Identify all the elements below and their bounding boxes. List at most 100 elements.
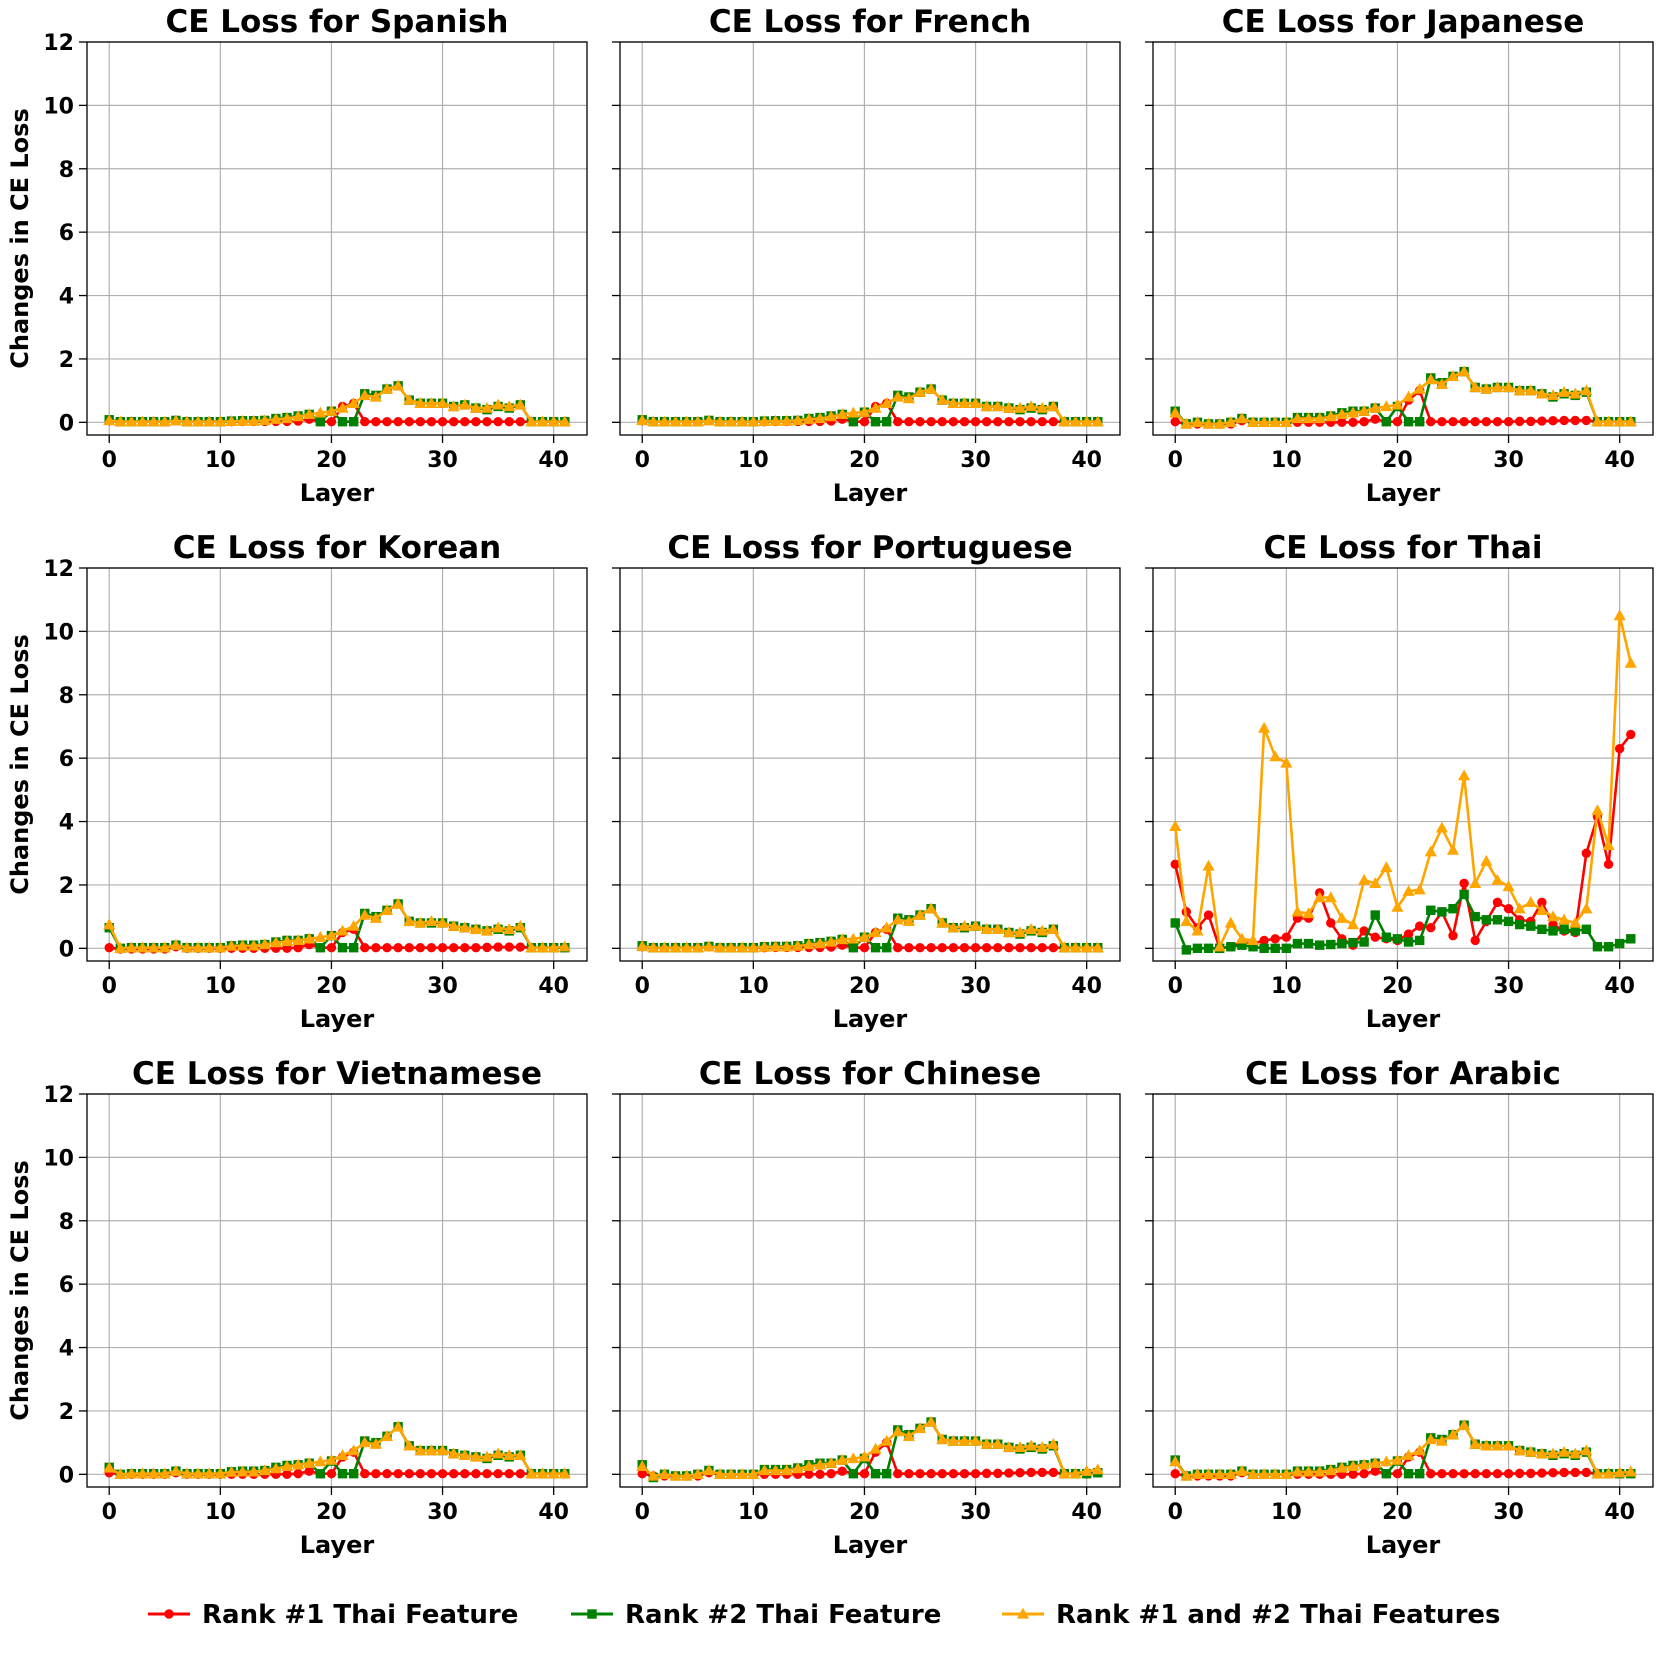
data-point-triangle	[1025, 1439, 1038, 1451]
data-point-triangle	[458, 398, 471, 410]
data-point-square	[1559, 924, 1569, 935]
data-point-dot	[326, 1468, 337, 1479]
data-point-triangle	[658, 941, 671, 953]
data-point-triangle	[1302, 1465, 1315, 1477]
data-point-triangle	[647, 941, 660, 953]
data-point-triangle	[1413, 382, 1426, 394]
data-point-triangle	[1380, 400, 1393, 412]
data-point-triangle	[858, 405, 871, 417]
panel-ce-loss-for-chinese: CE Loss for Chinese 0 10 20 30 40 Layer	[612, 1056, 1121, 1559]
data-point-triangle	[1513, 902, 1526, 914]
legend-label: Rank #1 Thai Feature	[202, 1600, 518, 1630]
data-point-square	[1370, 910, 1380, 920]
data-point-triangle	[702, 414, 715, 426]
y-tick-label: 12	[43, 1083, 74, 1108]
data-point-triangle	[813, 937, 827, 949]
data-point-triangle	[214, 941, 227, 953]
panel-ce-loss-for-japanese: CE Loss for Japanese 0 10 20 30 40 Layer	[1145, 4, 1654, 507]
data-point-square	[1537, 924, 1547, 935]
data-point-dot	[1015, 942, 1025, 953]
data-point-dot	[1537, 416, 1547, 426]
data-point-dot	[1026, 1467, 1036, 1478]
data-point-triangle	[636, 1460, 649, 1472]
data-point-dot	[460, 942, 470, 953]
data-point-dot	[1026, 416, 1036, 427]
data-point-dot	[1048, 942, 1059, 953]
data-point-triangle	[458, 1449, 471, 1460]
data-point-triangle	[725, 941, 738, 953]
x-tick-label: 30	[960, 974, 991, 999]
data-point-triangle	[403, 915, 416, 927]
data-point-dot	[1037, 942, 1047, 953]
data-point-dot	[360, 1468, 370, 1479]
panel-title: CE Loss for Portuguese	[667, 530, 1072, 566]
grid	[1153, 567, 1653, 961]
legend-marker-dot	[164, 1609, 174, 1619]
data-point-triangle	[713, 1468, 727, 1479]
data-point-dot	[382, 416, 392, 427]
data-point-triangle	[369, 1437, 382, 1449]
panel-title: CE Loss for French	[709, 4, 1031, 40]
data-point-dot	[948, 416, 959, 427]
x-tick-label: 40	[538, 1500, 569, 1525]
data-point-triangle	[425, 397, 438, 408]
data-point-square	[1414, 416, 1425, 427]
legend-item-rank-1-and-2-thai-features: Rank #1 and #2 Thai Features	[1002, 1600, 1501, 1630]
data-point-triangle	[558, 1467, 571, 1479]
data-point-triangle	[1335, 408, 1348, 420]
data-point-dot	[1559, 1467, 1569, 1478]
data-point-square	[1448, 904, 1458, 914]
data-point-triangle	[1202, 1468, 1215, 1479]
data-point-dot	[915, 942, 925, 953]
data-point-dot	[1281, 932, 1292, 942]
x-tick-label: 0	[102, 448, 117, 473]
data-point-triangle	[791, 414, 804, 426]
data-point-square	[1392, 934, 1403, 944]
data-point-triangle	[747, 941, 760, 953]
data-point-square	[337, 416, 348, 427]
data-point-dot	[415, 1468, 426, 1479]
ticks: 0 10 20 30 40 0 2 4 6 8 10 12	[43, 557, 569, 999]
data-point-triangle	[403, 1439, 416, 1451]
data-point-triangle	[1613, 609, 1626, 621]
axes-frame	[86, 567, 588, 962]
data-point-dot	[1370, 932, 1380, 942]
axes-frame	[619, 1093, 1121, 1488]
data-point-triangle	[1313, 412, 1326, 424]
data-point-square	[1348, 937, 1358, 948]
data-point-dot	[460, 1468, 470, 1479]
data-point-triangle	[1202, 417, 1215, 429]
panel-ce-loss-for-spanish: CE Loss for Spanish 0 10 20 30 40 0 2 4 6 8 10 12 Lay…	[6, 4, 588, 507]
data-point-triangle	[780, 1464, 793, 1476]
data-point-triangle	[1424, 373, 1437, 385]
data-point-triangle	[1491, 1439, 1504, 1451]
data-point-triangle	[1069, 1467, 1082, 1479]
data-point-dot	[515, 1468, 526, 1479]
data-point-triangle	[280, 935, 294, 947]
data-point-triangle	[791, 939, 804, 951]
data-point-dot	[804, 1469, 814, 1480]
series-rank-1-and-2-thai-features	[1169, 609, 1637, 952]
data-point-triangle	[1169, 406, 1182, 418]
data-point-triangle	[1224, 1468, 1237, 1479]
data-point-square	[881, 416, 892, 427]
data-point-dot	[404, 942, 414, 953]
x-tick-label: 10	[738, 448, 769, 473]
data-point-dot	[893, 1468, 903, 1479]
data-point-square	[348, 1468, 359, 1479]
data-point-triangle	[991, 1437, 1004, 1449]
data-point-dot	[504, 416, 514, 427]
data-point-square	[1526, 921, 1536, 931]
data-point-triangle	[1324, 891, 1337, 903]
data-point-dot	[1359, 416, 1369, 427]
data-point-dot	[970, 942, 981, 953]
y-tick-label: 8	[59, 158, 74, 183]
data-point-dot	[1570, 1467, 1580, 1478]
data-point-triangle	[1391, 900, 1404, 912]
data-point-dot	[915, 416, 925, 427]
data-point-dot	[504, 1468, 514, 1479]
data-point-triangle	[1435, 378, 1448, 389]
data-point-triangle	[813, 412, 827, 424]
panel-ce-loss-for-thai: CE Loss for Thai 0 10 20 30 40 Layer	[1145, 530, 1654, 1033]
data-point-triangle	[1458, 365, 1471, 377]
